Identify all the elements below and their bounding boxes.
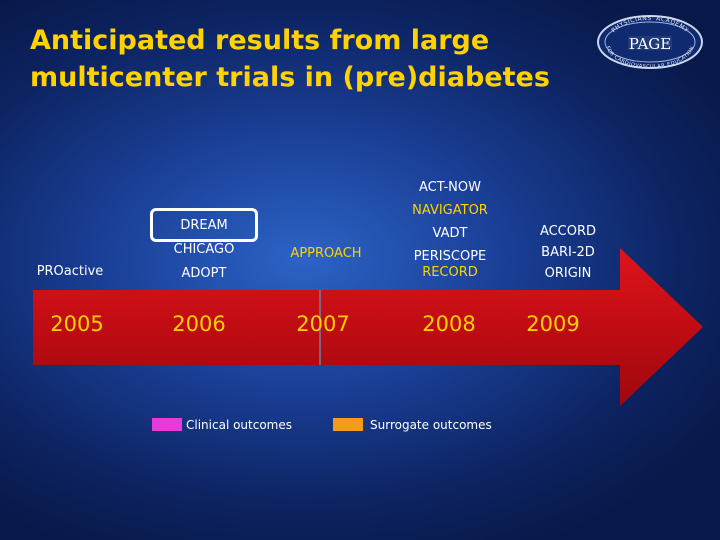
year-2006: 2006 bbox=[172, 312, 226, 336]
trial-dream: DREAM bbox=[180, 218, 228, 233]
legend-clinical-label: Clinical outcomes bbox=[186, 418, 293, 432]
trial-approach: APPROACH bbox=[290, 246, 362, 261]
trial-periscope: PERISCOPE bbox=[413, 249, 487, 264]
trial-accord: ACCORD bbox=[539, 224, 597, 239]
trial-record: RECORD bbox=[422, 265, 478, 280]
trial-chicago: CHICAGO bbox=[173, 242, 235, 257]
year-2007: 2007 bbox=[296, 312, 350, 336]
title-line-2: multicenter trials in (pre)diabetes bbox=[30, 62, 550, 93]
trial-bari-2d: BARI-2D bbox=[541, 245, 595, 260]
legend-swatch-clinical bbox=[152, 418, 182, 431]
trial-origin: ORIGIN bbox=[544, 266, 592, 281]
logo-center-text: PAGE bbox=[629, 35, 671, 53]
trial-adopt: ADOPT bbox=[181, 266, 227, 281]
year-2009: 2009 bbox=[526, 312, 580, 336]
trial-act-now: ACT-NOW bbox=[419, 180, 481, 195]
year-2005: 2005 bbox=[50, 312, 104, 336]
trial-navigator: NAVIGATOR bbox=[412, 203, 488, 218]
page-logo: PHYSICIANS' ACADEMY FOR CARDIOVASCULAR E… bbox=[597, 15, 703, 70]
trial-vadt: VADT bbox=[432, 226, 468, 241]
legend-swatch-surrogate bbox=[333, 418, 363, 431]
title-line-1: Anticipated results from large bbox=[30, 25, 490, 56]
slide-title: Anticipated results from large multicent… bbox=[30, 22, 550, 96]
trial-proactive: PROactive bbox=[36, 264, 104, 279]
arrow-shape bbox=[33, 248, 703, 406]
dream-highlight-box bbox=[150, 208, 258, 242]
year-2008: 2008 bbox=[422, 312, 476, 336]
legend-surrogate-label: Surrogate outcomes bbox=[370, 418, 492, 432]
